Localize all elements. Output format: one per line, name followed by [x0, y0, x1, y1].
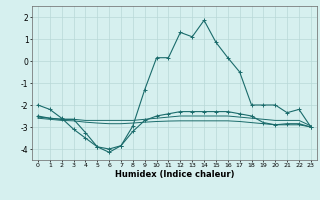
X-axis label: Humidex (Indice chaleur): Humidex (Indice chaleur): [115, 170, 234, 179]
